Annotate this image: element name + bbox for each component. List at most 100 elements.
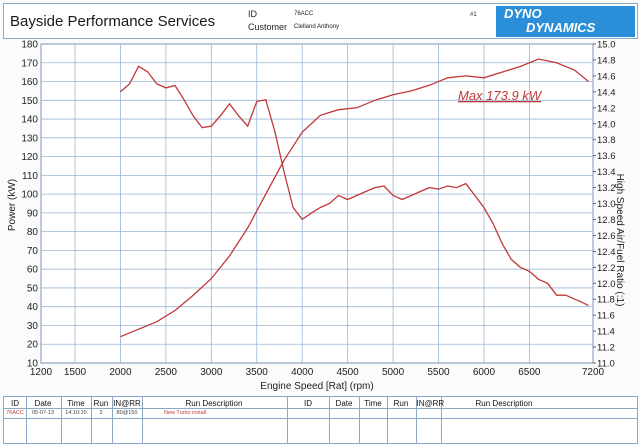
y2-tick-label: 12.6	[597, 231, 616, 242]
y-tick-label: 170	[21, 58, 38, 69]
table-divider	[287, 397, 288, 443]
y-tick-label: 150	[21, 96, 38, 107]
table-divider	[91, 397, 92, 443]
y2-tick-label: 15.0	[597, 40, 616, 51]
shop-name: Bayside Performance Services	[10, 13, 216, 30]
table-cell: 80@150	[116, 410, 138, 416]
table-cell: New Turbo install	[164, 410, 207, 416]
y-tick-label: 50	[27, 283, 39, 294]
y-axis-label: Power (kW)	[7, 179, 18, 231]
y-tick-label: 180	[21, 40, 38, 51]
report-header: Bayside Performance Services ID 76ACC Cu…	[3, 3, 638, 39]
table-header-cell: ID	[11, 399, 19, 408]
table-rule	[4, 418, 637, 419]
power-curve	[120, 58, 589, 338]
y2-tick-label: 13.6	[597, 151, 616, 162]
y2-tick-label: 11.4	[597, 327, 615, 338]
dyno-dynamics-logo: DYNO DYNAMICS	[496, 6, 635, 37]
y2-tick-label: 12.0	[597, 279, 616, 290]
customer-label: Customer	[248, 22, 288, 32]
grid	[41, 44, 593, 363]
curves	[119, 58, 589, 338]
y-ticks: 10 20 30 40 50 60 70 80 90 100 110 120 130 140 150 160 1…	[21, 40, 38, 370]
table-header-cell: Date	[34, 399, 52, 408]
table-divider	[142, 397, 143, 443]
afr-curve	[119, 65, 589, 307]
customer-value: Clelland Anthony	[294, 24, 340, 30]
y-tick-label: 30	[27, 321, 39, 332]
y2-tick-label: 12.4	[597, 247, 616, 258]
table-header-cell: Date	[335, 399, 353, 408]
x-tick-label: 6000	[473, 367, 496, 378]
x-tick-label: 1200	[30, 367, 53, 378]
y-tick-label: 160	[21, 77, 38, 88]
table-divider	[359, 397, 360, 443]
id-label: ID	[248, 9, 257, 19]
x-tick-label: 3000	[200, 367, 223, 378]
table-header-cell: IN@RR	[113, 399, 141, 408]
table-cell: 05-07-13	[31, 410, 55, 416]
y2-tick-label: 14.2	[597, 103, 616, 114]
table-divider	[387, 397, 388, 443]
table-header-cell: Run Description	[185, 399, 243, 408]
y2-tick-label: 13.8	[597, 135, 616, 146]
table-divider	[441, 397, 442, 443]
logo-line1: DYNO	[504, 6, 542, 21]
x-tick-label: 3500	[246, 367, 269, 378]
y-tick-label: 60	[27, 265, 39, 276]
y2-tick-label: 11.2	[597, 343, 615, 354]
y2-tick-label: 12.2	[597, 263, 616, 274]
y-tick-label: 90	[27, 208, 39, 219]
id-value: 76ACC	[294, 11, 314, 17]
table-cell: 14:10:20	[65, 410, 87, 416]
y2-tick-label: 11.0	[597, 359, 615, 370]
x-tick-label: 1500	[64, 367, 87, 378]
y-tick-label: 110	[22, 171, 38, 182]
y-tick-label: 100	[21, 190, 38, 201]
y-tick-label: 10	[27, 359, 39, 370]
x-tick-label: 4500	[337, 367, 360, 378]
y2-tick-label: 12.8	[597, 215, 616, 226]
y-tick-label: 140	[21, 115, 38, 126]
x-tick-label: 4000	[291, 367, 314, 378]
x-tick-label: 2000	[109, 367, 132, 378]
table-divider	[26, 397, 27, 443]
y2-tick-label: 11.8	[597, 295, 615, 306]
x-ticks: 1200 1500 2000 2500 3000 3500 4000 4500 5000 5500…	[30, 367, 605, 378]
y-tick-label: 20	[27, 340, 39, 351]
y2-tick-label: 14.8	[597, 55, 616, 66]
table-divider	[61, 397, 62, 443]
x-tick-label: 7200	[582, 367, 605, 378]
logo-line2: DYNAMICS	[526, 20, 596, 35]
table-header-cell: Time	[67, 399, 85, 408]
table-header-cell: IN@RR	[416, 399, 445, 408]
sheet-number: #1	[470, 12, 477, 18]
table-divider	[112, 397, 113, 443]
y2-tick-label: 13.4	[597, 167, 616, 178]
y-tick-label: 80	[27, 227, 39, 238]
x-tick-label: 5000	[382, 367, 405, 378]
table-header-cell: Run Description	[475, 399, 533, 408]
power-afr-chart: 1200 1500 2000 2500 3000 3500 4000 4500 5000 5500…	[7, 40, 625, 393]
table-rule	[4, 408, 637, 409]
y2-tick-label: 13.2	[597, 183, 616, 194]
x-tick-label: 5500	[427, 367, 450, 378]
table-header-cell: Time	[364, 399, 382, 408]
y2-tick-label: 11.6	[597, 311, 615, 322]
y-tick-label: 70	[27, 246, 39, 257]
y-tick-label: 120	[21, 152, 38, 163]
plot-area	[40, 43, 594, 364]
y2-tick-label: 14.4	[597, 87, 616, 98]
table-header-cell: ID	[304, 399, 312, 408]
table-header-cell: Run	[393, 399, 409, 408]
x-tick-label: 2500	[155, 367, 178, 378]
y-tick-label: 40	[27, 302, 39, 313]
table-header-cell: Run	[93, 399, 109, 408]
table-divider	[329, 397, 330, 443]
y2-tick-label: 14.0	[597, 119, 616, 130]
run-table: ID Date Time Run IN@RR Run Description ID Date T…	[3, 396, 638, 444]
max-power-annotation: Max 173.9 kW	[458, 88, 543, 103]
x-tick-label: 6500	[518, 367, 541, 378]
table-divider	[416, 397, 417, 443]
